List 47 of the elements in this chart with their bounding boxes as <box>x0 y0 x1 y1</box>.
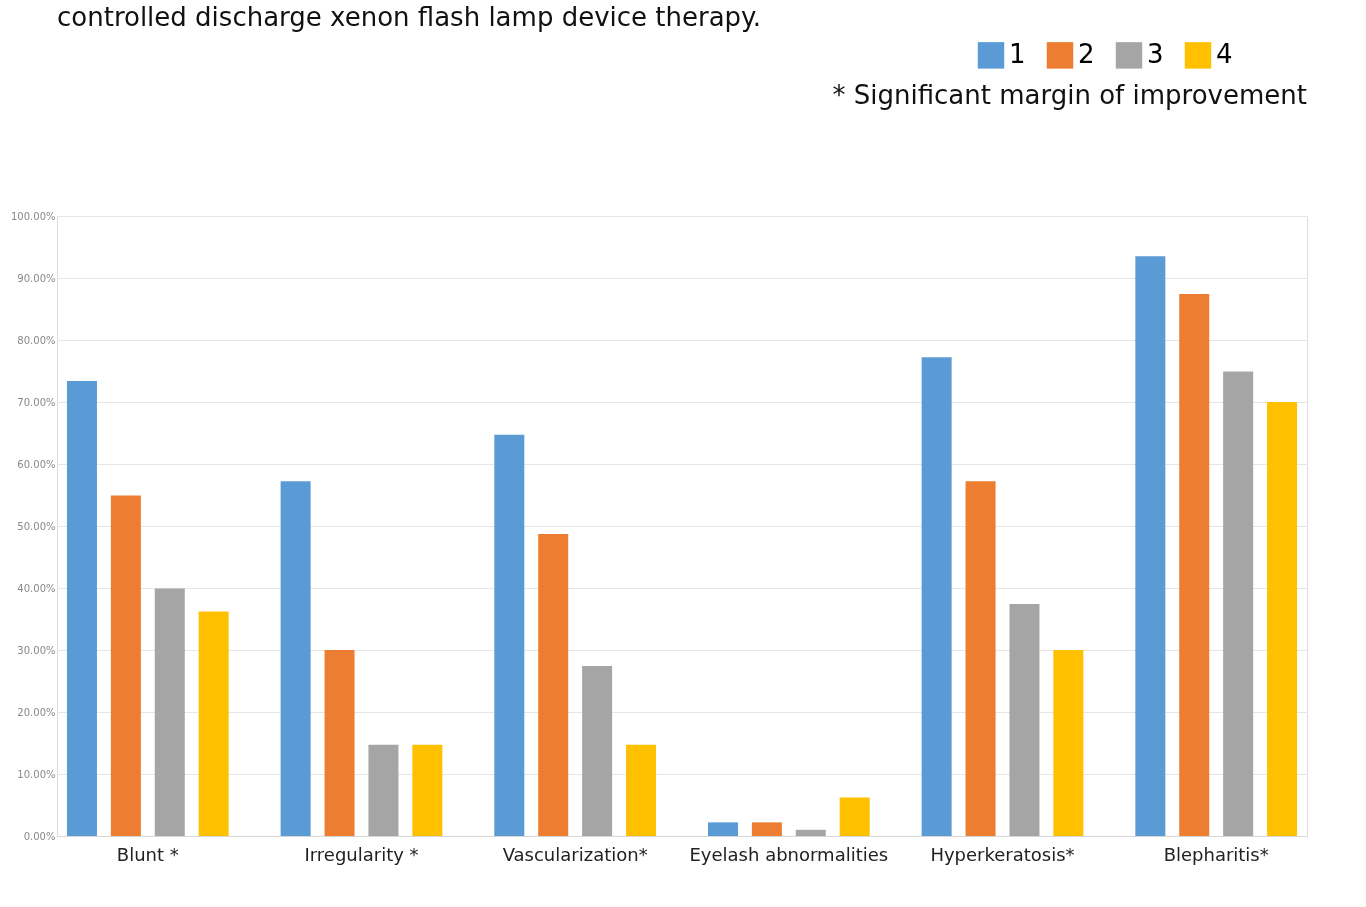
bar <box>839 797 870 836</box>
bar <box>707 822 738 836</box>
y-tick-label: 40.00% <box>17 582 56 594</box>
y-tick-label: 80.00% <box>17 334 56 346</box>
bar <box>795 829 826 836</box>
legend-label: 2 <box>1078 39 1095 70</box>
bar <box>538 534 569 836</box>
bar <box>1267 402 1298 836</box>
bar <box>965 481 996 836</box>
bar <box>1179 294 1210 836</box>
bar <box>921 357 952 836</box>
y-tick-label: 30.00% <box>17 644 56 656</box>
y-tick-label: 10.00% <box>17 768 56 780</box>
x-tick-label: Eyelash abnormalities <box>689 843 889 865</box>
bar <box>412 744 443 836</box>
legend-label: 1 <box>1009 39 1026 70</box>
y-tick-label: 90.00% <box>17 272 56 284</box>
bar <box>324 650 355 836</box>
bar <box>154 588 185 836</box>
text: * Significant margin of improvement <box>832 80 1307 110</box>
bar <box>751 822 782 836</box>
y-tick-label: 50.00% <box>17 520 56 532</box>
bar <box>582 666 613 836</box>
y-tick-label: 20.00% <box>17 706 56 718</box>
chart-title: controlled discharge xenon flash lamp device therapy. <box>57 2 762 32</box>
legend-label: 3 <box>1147 39 1164 70</box>
x-tick-label: Irregularity * <box>304 843 419 865</box>
y-tick-label: 0.00% <box>23 830 56 842</box>
bar <box>1223 371 1254 836</box>
bar <box>368 744 399 836</box>
x-tick-label: Blunt * <box>116 843 179 865</box>
bar <box>1135 256 1166 836</box>
bar <box>494 434 525 836</box>
bar <box>1053 650 1084 836</box>
x-tick-label: Hyperkeratosis* <box>930 843 1075 865</box>
y-tick-label: 60.00% <box>17 458 56 470</box>
y-tick-label: 70.00% <box>17 396 56 408</box>
bar <box>626 744 657 836</box>
legend-label: 4 <box>1216 39 1233 70</box>
bar <box>110 495 141 836</box>
bar <box>66 380 97 836</box>
x-tick-label: Vascularization* <box>502 843 648 865</box>
x-tick-label: Blepharitis* <box>1163 843 1269 865</box>
y-tick-label: 100.00% <box>11 210 56 222</box>
bar <box>198 611 229 836</box>
bar <box>280 481 311 836</box>
bar <box>1009 604 1040 836</box>
